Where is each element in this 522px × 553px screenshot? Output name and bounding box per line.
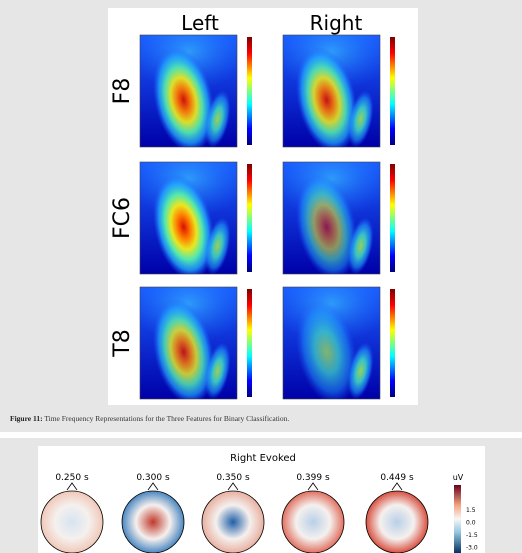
heatmap-frame (139, 286, 238, 400)
heatmap (283, 35, 380, 147)
caption-text: Time Frequency Representations for the T… (42, 414, 290, 423)
heatmap-blob (296, 47, 358, 147)
heatmap-frame (282, 286, 381, 400)
head-topomap (365, 490, 429, 553)
colorbar-tick: 0.0 (466, 520, 476, 527)
row-label: F8 (110, 78, 135, 105)
figure-title: Right Evoked (230, 453, 296, 464)
colorbar-tick: -3.0 (466, 545, 478, 552)
colorbar (390, 37, 395, 145)
time-label: 0.399 s (296, 473, 330, 483)
head-nose (227, 482, 239, 491)
head-topomap (201, 490, 265, 553)
heatmap (140, 35, 237, 147)
time-label: 0.250 s (55, 473, 89, 483)
colorbar-unit: uV (453, 473, 464, 482)
heatmap-blob (296, 174, 358, 274)
row-label: FC6 (110, 197, 135, 239)
row-label: T8 (110, 329, 135, 357)
colorbar-tick: 1.5 (466, 507, 476, 514)
heatmap-blob (347, 90, 374, 147)
heatmap-blob (204, 90, 231, 147)
colorbar (247, 164, 252, 272)
head-nose (391, 482, 403, 491)
heatmap (283, 287, 380, 399)
heatmap-blob (204, 217, 231, 274)
heatmap-frame (139, 34, 238, 148)
colorbar (454, 485, 461, 553)
head-topomap (40, 490, 104, 553)
heatmap-blob (347, 217, 374, 274)
heatmap-blob (204, 342, 231, 399)
time-label: 0.449 s (380, 473, 414, 483)
time-label: 0.350 s (216, 473, 250, 483)
colorbar-tick: -1.5 (466, 532, 478, 539)
head-nose (66, 482, 78, 491)
heatmap-blob (296, 299, 358, 399)
heatmap-blob (153, 299, 215, 399)
colorbar (390, 289, 395, 397)
heatmap-frame (282, 161, 381, 275)
column-header: Left (181, 11, 219, 35)
head-topomap (281, 490, 345, 553)
evoked-figure: Right Evoked uV 0.250 s 0.300 s 0.350 s 0.3… (38, 446, 485, 553)
heatmap-blob (153, 47, 215, 147)
heatmap (140, 287, 237, 399)
heatmap (140, 162, 237, 274)
heatmap-frame (139, 161, 238, 275)
colorbar (247, 289, 252, 397)
colorbar (247, 37, 252, 145)
caption: Figure 11: Time Frequency Representation… (10, 414, 289, 423)
head-nose (147, 482, 159, 491)
head-nose (307, 482, 319, 491)
tf-figure: Left Right F8 FC6 T8 (108, 8, 418, 405)
heatmap-blob (347, 342, 374, 399)
caption-label: Figure 11: (10, 414, 43, 423)
head-topomap (121, 490, 185, 553)
heatmap (283, 162, 380, 274)
column-header: Right (310, 11, 363, 35)
colorbar (390, 164, 395, 272)
heatmap-frame (282, 34, 381, 148)
time-label: 0.300 s (136, 473, 170, 483)
heatmap-blob (153, 174, 215, 274)
